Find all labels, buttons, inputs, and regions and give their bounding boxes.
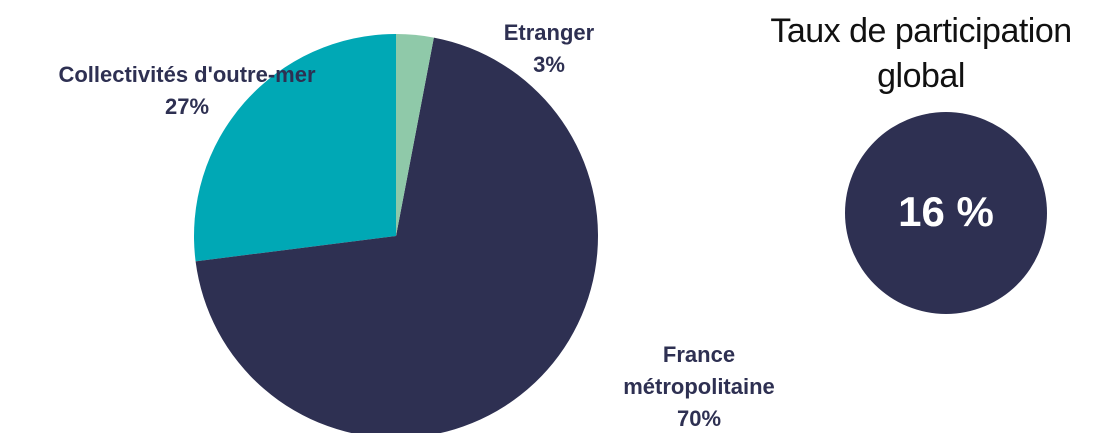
slice-label: Etranger: [503, 20, 595, 45]
kpi-title: Taux de participation: [770, 12, 1072, 50]
slice-label: Collectivités d'outre-mer: [58, 62, 316, 87]
pie-slice: [396, 34, 434, 236]
kpi-value: 16 %: [898, 188, 994, 235]
slice-value: 70%: [676, 406, 722, 431]
slice-value: 3%: [533, 52, 565, 77]
pie-slice: [194, 34, 396, 262]
slice-label: France métropolitaine: [623, 342, 775, 399]
pie-slice: [195, 37, 598, 433]
slice-value: 27%: [164, 94, 210, 119]
kpi-circle: [845, 112, 1047, 314]
kpi-title: global: [877, 57, 965, 95]
